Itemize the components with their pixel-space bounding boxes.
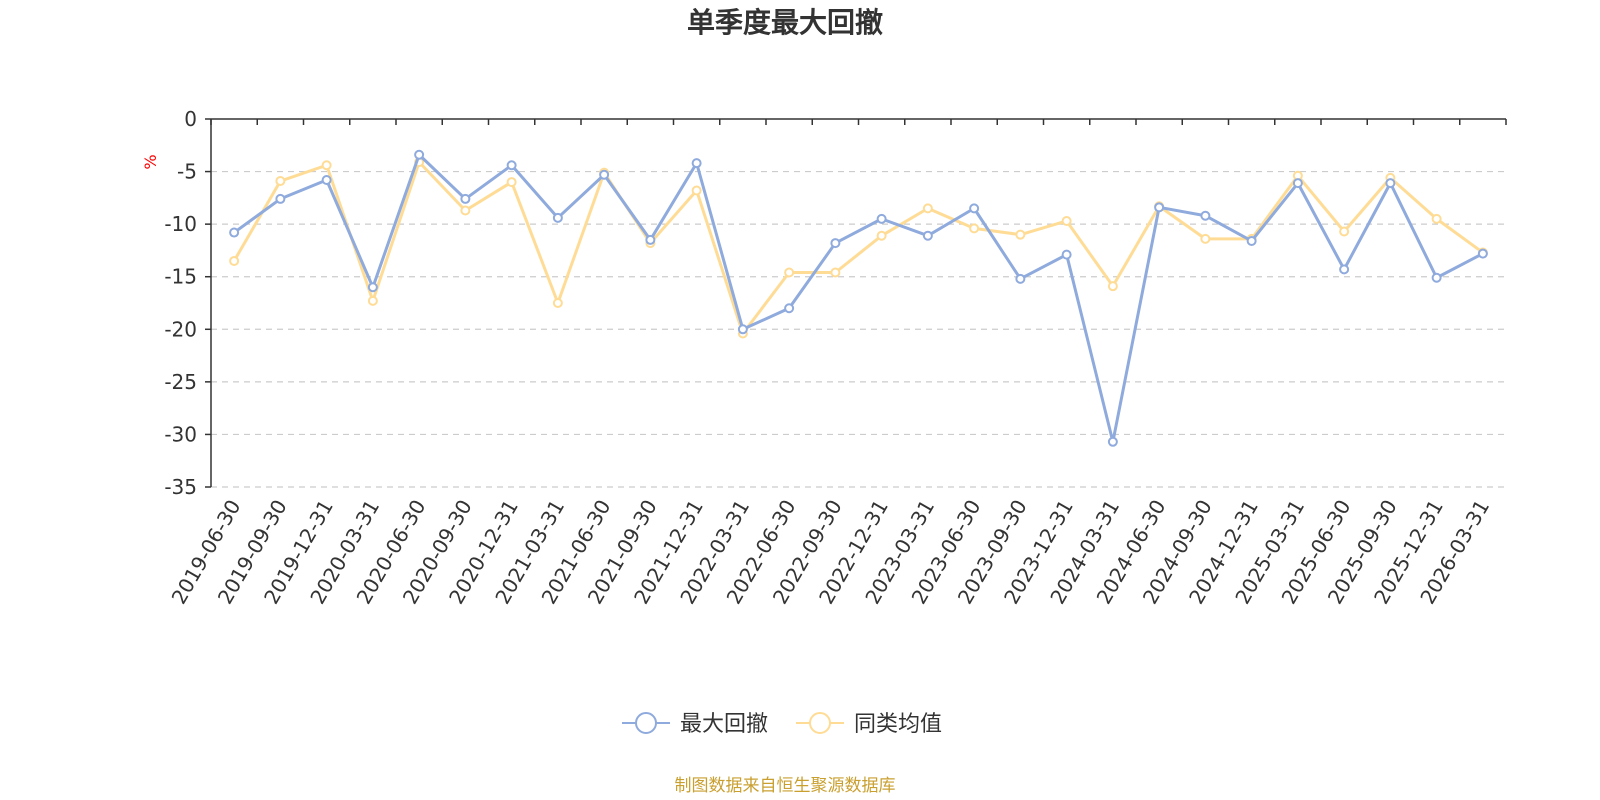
legend-item[interactable]: 同类均值 — [796, 712, 942, 737]
data-point[interactable] — [229, 255, 240, 266]
data-point[interactable] — [922, 230, 933, 241]
source-note: 制图数据来自恒生聚源数据库 — [675, 776, 896, 796]
x-tick-labels: 2019-06-302019-09-302019-12-312020-03-31… — [167, 496, 1495, 609]
data-point[interactable] — [876, 230, 887, 241]
data-point[interactable] — [414, 149, 425, 160]
data-point[interactable] — [1292, 178, 1303, 189]
data-point[interactable] — [599, 169, 610, 180]
data-point[interactable] — [784, 303, 795, 314]
y-axis-unit: % — [141, 154, 160, 169]
data-point[interactable] — [830, 267, 841, 278]
legend-label: 同类均值 — [854, 712, 942, 737]
data-point[interactable] — [460, 193, 471, 204]
data-point[interactable] — [1061, 215, 1072, 226]
y-tick-label: -25 — [164, 370, 197, 394]
data-point[interactable] — [1339, 226, 1350, 237]
legend-label: 最大回撤 — [680, 712, 768, 737]
data-point[interactable] — [969, 203, 980, 214]
data-point[interactable] — [969, 223, 980, 234]
data-point[interactable] — [691, 158, 702, 169]
data-point[interactable] — [321, 174, 332, 185]
y-tick-label: -20 — [164, 317, 197, 341]
series-lines — [229, 149, 1488, 447]
axes — [205, 118, 1507, 488]
data-point[interactable] — [1200, 210, 1211, 221]
y-tick-label: -15 — [164, 265, 197, 289]
legend-item[interactable]: 最大回撤 — [622, 712, 768, 737]
y-tick-label: -5 — [177, 160, 197, 184]
data-point[interactable] — [876, 213, 887, 224]
y-tick-label: -10 — [164, 212, 197, 236]
data-point[interactable] — [1431, 213, 1442, 224]
data-point[interactable] — [645, 234, 656, 245]
data-point[interactable] — [1107, 281, 1118, 292]
data-point[interactable] — [1107, 436, 1118, 447]
data-point[interactable] — [1061, 249, 1072, 260]
data-point[interactable] — [737, 324, 748, 335]
legend-marker — [809, 712, 831, 734]
grid-lines — [211, 170, 1506, 488]
data-point[interactable] — [1339, 264, 1350, 275]
data-point[interactable] — [1477, 248, 1488, 259]
data-point[interactable] — [460, 205, 471, 216]
series-0 — [229, 149, 1488, 447]
data-point[interactable] — [784, 267, 795, 278]
data-point[interactable] — [830, 238, 841, 249]
data-point[interactable] — [506, 160, 517, 171]
legend[interactable]: 最大回撤 同类均值 — [622, 712, 942, 737]
data-point[interactable] — [1246, 235, 1257, 246]
data-point[interactable] — [1200, 233, 1211, 244]
y-tick-labels: 0 -5 -10 -15 -20 -25 -30 -35 — [164, 107, 197, 499]
data-point[interactable] — [1431, 272, 1442, 283]
data-point[interactable] — [1154, 202, 1165, 213]
series-line — [233, 153, 1484, 444]
data-point[interactable] — [1015, 273, 1026, 284]
data-point[interactable] — [552, 298, 563, 308]
data-point[interactable] — [506, 177, 517, 188]
data-point[interactable] — [922, 203, 933, 214]
data-point[interactable] — [367, 282, 378, 293]
data-point[interactable] — [229, 227, 240, 238]
chart-title: 单季度最大回撤 — [687, 6, 883, 39]
y-tick-label: -30 — [164, 422, 197, 446]
data-point[interactable] — [321, 160, 332, 171]
data-point[interactable] — [275, 176, 286, 187]
data-point[interactable] — [275, 193, 286, 204]
data-point[interactable] — [552, 212, 563, 223]
data-point[interactable] — [1385, 178, 1396, 189]
data-point[interactable] — [1015, 229, 1026, 240]
data-point[interactable] — [691, 185, 702, 196]
series-line — [232, 160, 1484, 335]
data-point[interactable] — [367, 295, 378, 306]
y-tick-label: -35 — [164, 475, 197, 499]
legend-marker — [635, 712, 657, 734]
y-tick-label: 0 — [184, 107, 197, 131]
